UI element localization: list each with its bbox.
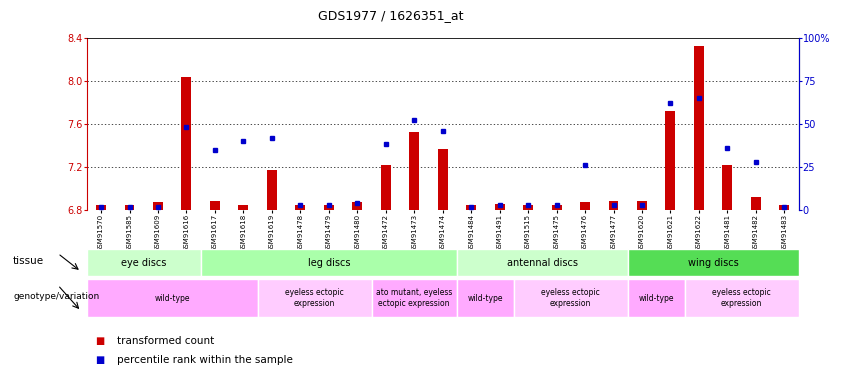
Bar xyxy=(457,249,628,276)
Bar xyxy=(210,201,220,210)
Text: ato mutant, eyeless
ectopic expression: ato mutant, eyeless ectopic expression xyxy=(376,288,452,308)
Bar xyxy=(258,279,372,317)
Bar xyxy=(523,205,533,210)
Bar xyxy=(381,165,391,210)
Text: leg discs: leg discs xyxy=(307,258,350,267)
Bar xyxy=(466,205,477,210)
Text: wing discs: wing discs xyxy=(687,258,739,267)
Bar xyxy=(87,249,201,276)
Text: ■: ■ xyxy=(95,355,105,365)
Text: eyeless ectopic
expression: eyeless ectopic expression xyxy=(713,288,771,308)
Bar xyxy=(324,205,334,210)
Text: transformed count: transformed count xyxy=(117,336,214,346)
Bar xyxy=(87,279,258,317)
Bar xyxy=(181,77,192,210)
Text: antennal discs: antennal discs xyxy=(507,258,578,267)
Bar xyxy=(437,148,448,210)
Text: ■: ■ xyxy=(95,336,105,346)
Text: GDS1977 / 1626351_at: GDS1977 / 1626351_at xyxy=(318,9,464,22)
Text: eye discs: eye discs xyxy=(121,258,167,267)
Bar xyxy=(495,204,504,210)
Text: genotype/variation: genotype/variation xyxy=(13,292,99,301)
Bar xyxy=(637,201,647,210)
Bar xyxy=(514,279,628,317)
Bar xyxy=(352,202,362,210)
Text: wild-type: wild-type xyxy=(155,294,190,303)
Bar xyxy=(685,279,799,317)
Bar xyxy=(153,202,163,210)
Bar xyxy=(124,205,135,210)
Text: wild-type: wild-type xyxy=(468,294,503,303)
Bar xyxy=(751,197,761,210)
Bar xyxy=(628,279,685,317)
Text: eyeless ectopic
expression: eyeless ectopic expression xyxy=(286,288,344,308)
Bar xyxy=(694,46,704,210)
Text: wild-type: wild-type xyxy=(639,294,674,303)
Bar xyxy=(239,205,248,210)
Text: tissue: tissue xyxy=(13,256,44,266)
Bar xyxy=(779,205,789,210)
Bar xyxy=(295,205,306,210)
Bar xyxy=(372,279,457,317)
Text: eyeless ectopic
expression: eyeless ectopic expression xyxy=(542,288,600,308)
Bar xyxy=(608,201,619,210)
Bar xyxy=(96,205,106,210)
Bar xyxy=(628,249,799,276)
Bar xyxy=(409,132,419,210)
Bar xyxy=(457,279,514,317)
Bar xyxy=(551,205,562,210)
Text: percentile rank within the sample: percentile rank within the sample xyxy=(117,355,293,365)
Bar xyxy=(201,249,457,276)
Bar xyxy=(266,170,277,210)
Bar xyxy=(666,111,675,210)
Bar xyxy=(580,202,590,210)
Bar xyxy=(722,165,733,210)
